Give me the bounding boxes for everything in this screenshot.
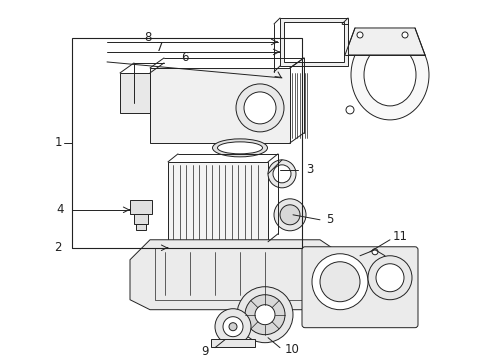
Circle shape <box>320 262 360 302</box>
Circle shape <box>376 264 404 292</box>
Text: 6: 6 <box>181 51 189 64</box>
Text: 5: 5 <box>326 213 334 226</box>
Polygon shape <box>130 200 152 214</box>
Bar <box>168 162 268 242</box>
Circle shape <box>372 249 378 255</box>
Bar <box>72 38 302 248</box>
Bar <box>211 339 255 347</box>
Polygon shape <box>130 240 335 310</box>
Text: 3: 3 <box>306 163 314 176</box>
Text: 2: 2 <box>54 241 62 254</box>
Circle shape <box>280 205 300 225</box>
Text: 4: 4 <box>56 203 64 216</box>
Circle shape <box>268 160 296 188</box>
Text: 11: 11 <box>392 230 408 243</box>
Text: 8: 8 <box>145 31 152 45</box>
Circle shape <box>346 106 354 114</box>
Circle shape <box>244 92 276 124</box>
Ellipse shape <box>364 44 416 106</box>
Circle shape <box>273 165 291 183</box>
Bar <box>155 248 315 300</box>
Polygon shape <box>136 224 146 230</box>
Circle shape <box>402 32 408 38</box>
Text: 7: 7 <box>156 41 164 54</box>
Bar <box>284 22 344 62</box>
Circle shape <box>229 323 237 331</box>
Ellipse shape <box>351 30 429 120</box>
Bar <box>280 18 348 66</box>
Circle shape <box>274 199 306 231</box>
Polygon shape <box>355 28 415 40</box>
Text: 10: 10 <box>285 343 299 356</box>
FancyBboxPatch shape <box>302 247 418 328</box>
Circle shape <box>368 256 412 300</box>
Circle shape <box>255 305 275 325</box>
Polygon shape <box>134 214 148 224</box>
Ellipse shape <box>213 139 268 157</box>
Circle shape <box>237 287 293 343</box>
Circle shape <box>245 295 285 335</box>
Circle shape <box>236 84 284 132</box>
Circle shape <box>223 317 243 337</box>
Bar <box>120 73 150 113</box>
Circle shape <box>215 309 251 345</box>
Circle shape <box>357 32 363 38</box>
Text: 1: 1 <box>54 136 62 149</box>
Text: 9: 9 <box>201 345 209 358</box>
Circle shape <box>312 254 368 310</box>
Ellipse shape <box>218 142 263 154</box>
Polygon shape <box>345 28 425 55</box>
Bar <box>150 68 290 143</box>
